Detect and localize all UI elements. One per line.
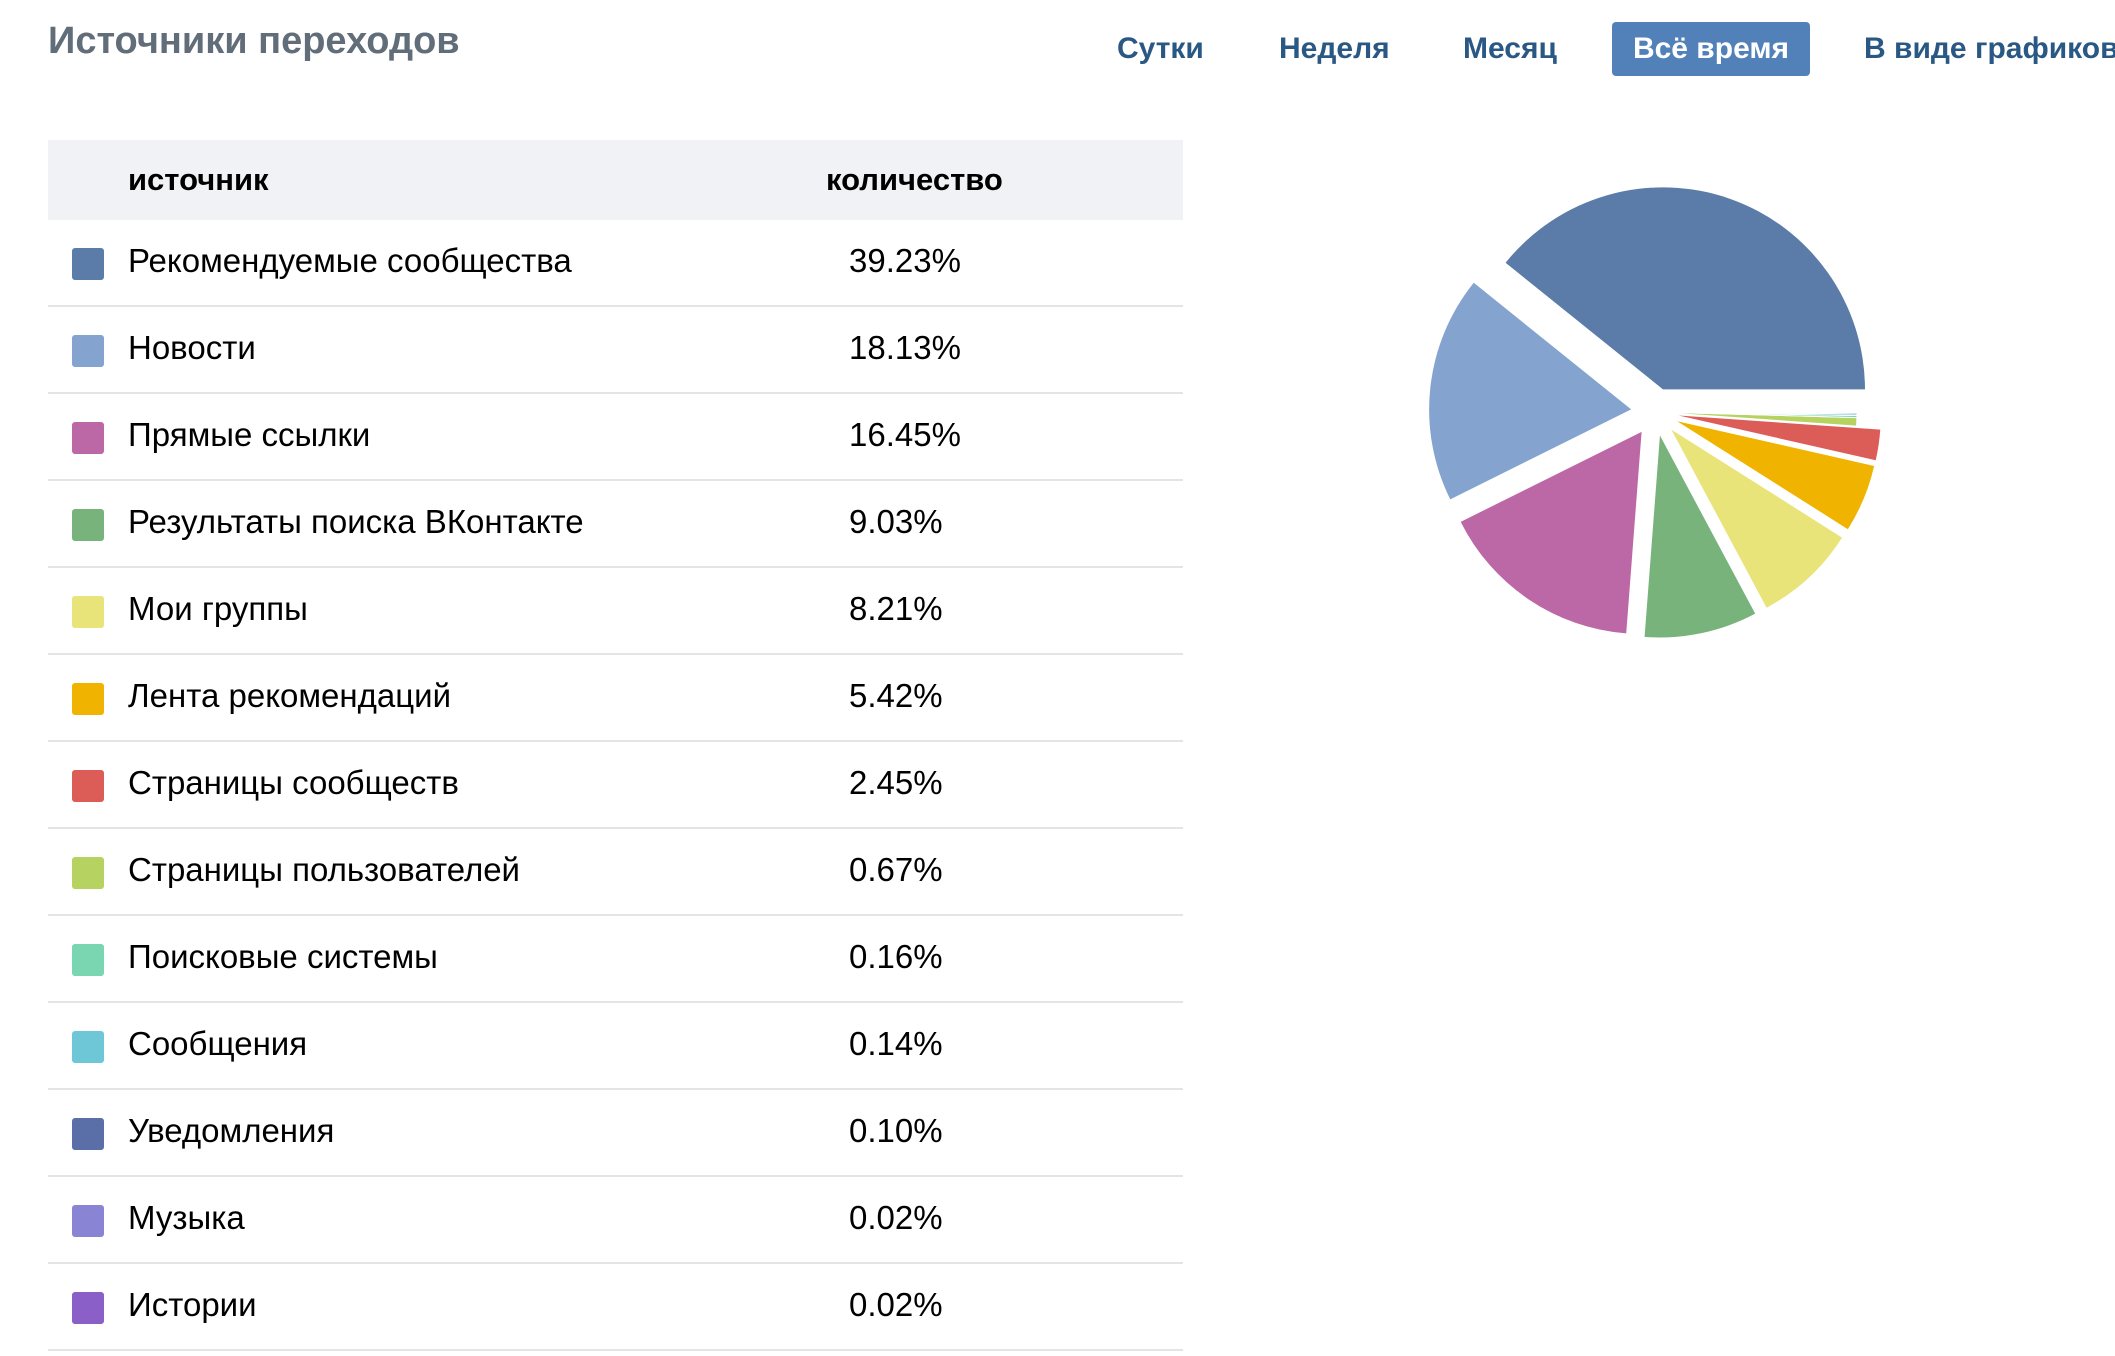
source-name: Прямые ссылки [128, 416, 371, 453]
source-share: 5.42% [849, 677, 943, 714]
source-share: 0.02% [849, 1199, 943, 1236]
source-name: Новости [128, 329, 256, 366]
source-name: Результаты поиска ВКонтакте [128, 503, 584, 540]
source-share: 18.13% [849, 329, 961, 366]
source-share: 0.16% [849, 938, 943, 975]
sources-table: источник количество Рекомендуемые сообще… [48, 140, 1183, 1351]
legend-swatch [72, 857, 104, 889]
pie-slice[interactable] [1677, 421, 1875, 530]
source-share: 39.23% [849, 242, 961, 279]
tab-graphs-view[interactable]: В виде графиков [1864, 32, 2115, 65]
table-row[interactable]: Мои группы 8.21% [48, 568, 1183, 655]
legend-swatch [72, 944, 104, 976]
table-row[interactable]: Страницы пользователей 0.67% [48, 829, 1183, 916]
legend-swatch [72, 509, 104, 541]
table-row[interactable]: Лента рекомендаций 5.42% [48, 655, 1183, 742]
tab-day[interactable]: Сутки [1117, 32, 1204, 65]
legend-swatch [72, 596, 104, 628]
table-row[interactable]: Новости 18.13% [48, 307, 1183, 394]
pie-slice[interactable] [1505, 187, 1865, 390]
legend-swatch [72, 248, 104, 280]
column-header-source[interactable]: источник [128, 162, 269, 197]
legend-swatch [72, 422, 104, 454]
source-name: Страницы сообществ [128, 764, 459, 801]
table-row[interactable]: Результаты поиска ВКонтакте 9.03% [48, 481, 1183, 568]
source-share: 0.10% [849, 1112, 943, 1149]
table-row[interactable]: Поисковые системы 0.16% [48, 916, 1183, 1003]
tab-all-time[interactable]: Всё время [1612, 22, 1810, 76]
source-name: Рекомендуемые сообщества [128, 242, 572, 279]
legend-swatch [72, 770, 104, 802]
pie-slice[interactable] [1644, 435, 1756, 638]
source-share: 16.45% [849, 416, 961, 453]
legend-swatch [72, 1118, 104, 1150]
legend-swatch [72, 1205, 104, 1237]
legend-swatch [72, 683, 104, 715]
source-name: Мои группы [128, 590, 308, 627]
table-row[interactable]: Сообщения 0.14% [48, 1003, 1183, 1090]
table-body: Рекомендуемые сообщества 39.23% Новости 18.… [48, 220, 1183, 1351]
source-name: Сообщения [128, 1025, 308, 1062]
source-share: 0.02% [849, 1286, 943, 1323]
column-header-count[interactable]: количество [826, 162, 1003, 197]
pie-chart-svg [1429, 187, 1881, 638]
pie-chart [1330, 100, 1980, 750]
source-share: 9.03% [849, 503, 943, 540]
table-header: источник количество [48, 140, 1183, 220]
table-row[interactable]: Прямые ссылки 16.45% [48, 394, 1183, 481]
source-name: Уведомления [128, 1112, 335, 1149]
page-title: Источники переходов [48, 20, 460, 62]
pie-slice[interactable] [1460, 431, 1642, 634]
source-name: Страницы пользователей [128, 851, 520, 888]
pie-slice[interactable] [1429, 282, 1632, 500]
table-row[interactable]: Страницы сообществ 2.45% [48, 742, 1183, 829]
source-share: 8.21% [849, 590, 943, 627]
table-row[interactable]: Уведомления 0.10% [48, 1090, 1183, 1177]
source-name: Музыка [128, 1199, 245, 1236]
pie-slice[interactable] [1678, 415, 1881, 461]
table-row[interactable]: Истории 0.02% [48, 1264, 1183, 1351]
tab-week[interactable]: Неделя [1279, 32, 1390, 65]
source-share: 0.14% [849, 1025, 943, 1062]
pie-slice[interactable] [1671, 429, 1843, 608]
source-share: 0.67% [849, 851, 943, 888]
legend-swatch [72, 1292, 104, 1324]
table-row[interactable]: Рекомендуемые сообщества 39.23% [48, 220, 1183, 307]
source-name: Поисковые системы [128, 938, 438, 975]
legend-swatch [72, 335, 104, 367]
table-row[interactable]: Музыка 0.02% [48, 1177, 1183, 1264]
source-share: 2.45% [849, 764, 943, 801]
legend-swatch [72, 1031, 104, 1063]
tab-month[interactable]: Месяц [1463, 32, 1557, 65]
source-name: Истории [128, 1286, 257, 1323]
source-name: Лента рекомендаций [128, 677, 452, 714]
